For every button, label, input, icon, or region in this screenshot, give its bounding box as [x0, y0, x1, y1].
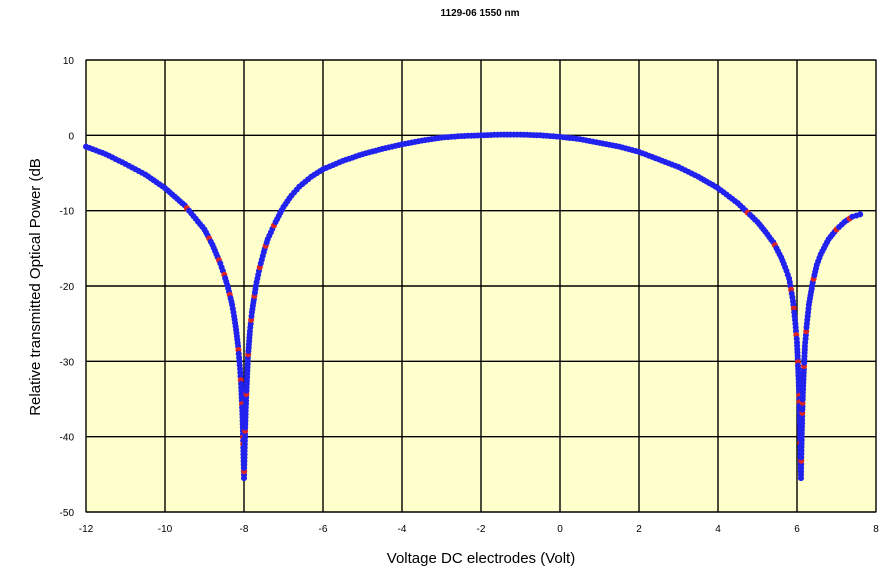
x-tick-label: -2 — [477, 524, 486, 535]
x-axis-title: Voltage DC electrodes (Volt) — [387, 550, 575, 567]
chart-title: 1129-06 1550 nm — [441, 8, 520, 19]
x-tick-label: -8 — [240, 524, 249, 535]
x-tick-label: -12 — [79, 524, 94, 535]
x-tick-label: 0 — [557, 524, 563, 535]
x-tick-label: -6 — [319, 524, 328, 535]
y-tick-label: -40 — [60, 433, 75, 444]
x-tick-label: 6 — [794, 524, 800, 535]
x-tick-label: -4 — [398, 524, 407, 535]
y-tick-label: -50 — [60, 508, 75, 519]
x-tick-label: 4 — [715, 524, 721, 535]
y-tick-label: -30 — [60, 357, 75, 368]
y-tick-label: 10 — [63, 56, 75, 67]
y-tick-label: -10 — [60, 207, 75, 218]
data-point — [857, 211, 864, 218]
y-axis-title: Relative transmitted Optical Power (dB — [27, 158, 44, 416]
y-tick-label: -20 — [60, 282, 75, 293]
x-tick-label: 8 — [873, 524, 879, 535]
x-tick-label: -10 — [158, 524, 173, 535]
x-tick-label: 2 — [636, 524, 642, 535]
data-series — [83, 131, 864, 482]
grid-lines — [85, 59, 877, 513]
y-tick-label: 0 — [68, 131, 74, 142]
